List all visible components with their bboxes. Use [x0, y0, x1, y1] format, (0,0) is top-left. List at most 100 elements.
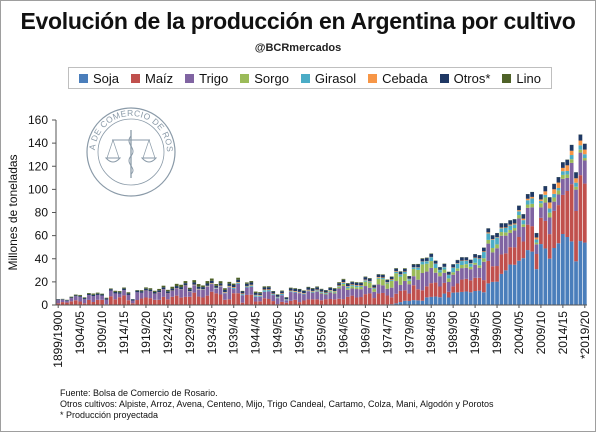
- bar-segment: [271, 295, 276, 302]
- bar-segment: [561, 234, 565, 305]
- bar-segment: [556, 182, 561, 188]
- bar-segment: [245, 294, 249, 305]
- bar-segment: [236, 277, 240, 280]
- bar-segment: [69, 301, 74, 305]
- bar-segment: [508, 232, 513, 248]
- bar-segment: [126, 293, 131, 295]
- bar-segment: [565, 174, 570, 178]
- bar-segment: [530, 226, 535, 252]
- bar-segment: [284, 297, 289, 300]
- bar-segment: [539, 207, 543, 218]
- bar-segment: [223, 299, 227, 305]
- bar-segment: [223, 292, 227, 294]
- chart-subtitle: @BCRmercados: [254, 42, 342, 54]
- bar-segment: [556, 243, 561, 305]
- bar-segment: [205, 286, 210, 296]
- bar-segment: [130, 299, 135, 301]
- bar-segment: [473, 258, 477, 263]
- bar-segment: [460, 261, 464, 265]
- bar-segment: [187, 291, 192, 297]
- legend-swatch: [185, 73, 195, 83]
- bar-segment: [367, 287, 372, 294]
- bar-segment: [499, 273, 504, 305]
- bar-segment: [468, 280, 473, 293]
- bar-segment: [179, 289, 183, 298]
- bar-segment: [113, 293, 118, 300]
- bar-segment: [240, 302, 245, 305]
- bar-segment: [460, 279, 464, 292]
- bar-segment: [446, 281, 451, 292]
- bar-segment: [556, 190, 561, 195]
- bar-segment: [60, 302, 65, 305]
- bar-segment: [503, 227, 508, 228]
- bar-segment: [315, 291, 319, 300]
- bar-segment: [306, 290, 311, 292]
- bar-segment: [455, 283, 460, 293]
- bar-segment: [183, 281, 188, 284]
- seal-chain: [142, 139, 150, 159]
- seal-outer-ring: [86, 107, 176, 197]
- bar-segment: [218, 283, 223, 286]
- bar-segment: [486, 232, 491, 234]
- bar-segment: [337, 282, 341, 284]
- bar-segment: [539, 203, 543, 208]
- bar-segment: [315, 286, 319, 288]
- bar-segment: [345, 283, 350, 284]
- bar-segment: [582, 242, 587, 305]
- bar-segment: [547, 217, 552, 235]
- bar-segment: [547, 258, 552, 305]
- bar-segment: [135, 292, 140, 301]
- bar-segment: [157, 288, 161, 291]
- bar-segment: [446, 271, 451, 275]
- bar-segment: [306, 299, 311, 305]
- bar-segment: [403, 300, 407, 305]
- y-axis-label: Millones de toneladas: [6, 154, 20, 270]
- bar-segment: [332, 291, 337, 293]
- x-tick-label: 1934/35: [205, 311, 219, 355]
- bar-segment: [253, 292, 258, 295]
- bar-segment: [87, 295, 91, 300]
- bar-segment: [209, 291, 214, 305]
- bar-segment: [569, 150, 574, 156]
- bar-segment: [451, 267, 456, 273]
- bar-segment: [262, 291, 267, 299]
- bar-segment: [398, 276, 403, 285]
- bar-segment: [245, 285, 249, 287]
- bar-segment: [350, 285, 355, 287]
- bar-segment: [534, 269, 539, 305]
- legend-swatch: [240, 73, 250, 83]
- bar-segment: [174, 286, 179, 289]
- bar-segment: [403, 280, 407, 291]
- bar-segment: [319, 292, 324, 293]
- bar-segment: [376, 293, 381, 305]
- bar-segment: [433, 268, 438, 273]
- bar-segment: [468, 259, 473, 264]
- bar-segment: [411, 268, 416, 277]
- bar-segment: [170, 290, 175, 297]
- bar-segment: [363, 294, 368, 305]
- bar-segment: [381, 285, 385, 293]
- bar-segment: [411, 264, 416, 268]
- bar-segment: [381, 279, 385, 286]
- y-tick-label: 40: [35, 252, 49, 266]
- bar-segment: [455, 292, 460, 305]
- bar-segment: [73, 296, 78, 301]
- bar-segment: [183, 283, 188, 286]
- bar-segment: [442, 272, 447, 283]
- bar-segment: [227, 281, 232, 284]
- bar-segment: [574, 211, 578, 262]
- bar-segment: [420, 258, 425, 262]
- bar-segment: [209, 278, 214, 281]
- bar-segment: [341, 299, 346, 305]
- bar-segment: [240, 295, 245, 303]
- bar-segment: [521, 214, 526, 219]
- bar-segment: [324, 290, 328, 293]
- legend-item: Otros*: [439, 71, 490, 86]
- bar-segment: [503, 232, 508, 236]
- bar-segment: [389, 297, 394, 305]
- bar-segment: [113, 299, 118, 305]
- bar-segment: [319, 300, 324, 305]
- bar-segment: [420, 300, 425, 305]
- bar-segment: [385, 295, 390, 305]
- bar-segment: [258, 294, 262, 296]
